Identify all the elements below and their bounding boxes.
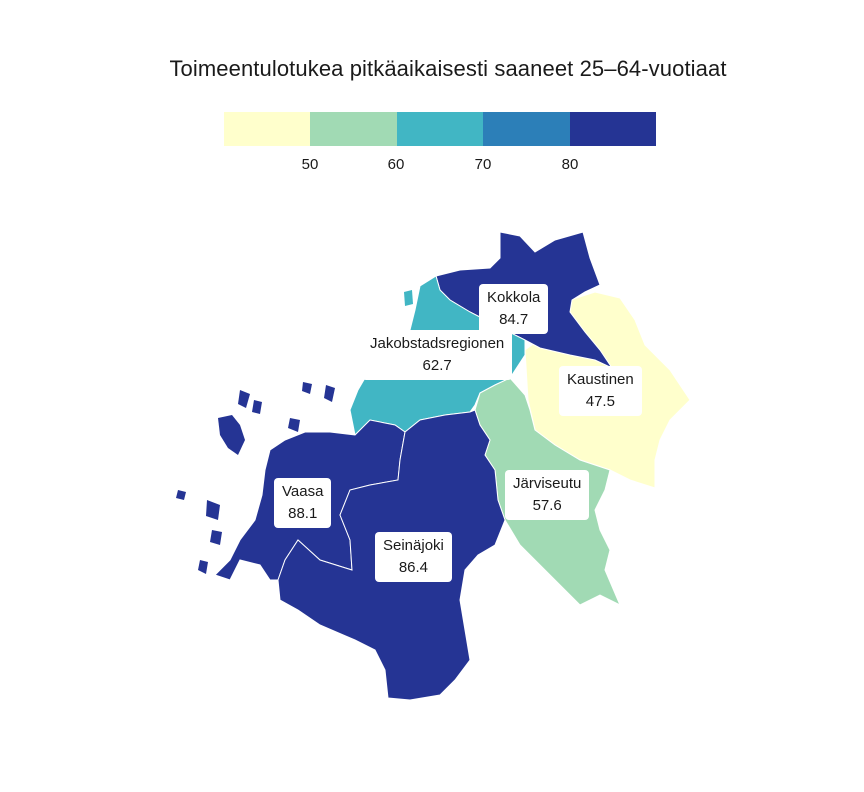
region-value: 84.7	[499, 311, 529, 328]
island-shape	[324, 385, 335, 402]
label-vaasa: Vaasa 88.1	[274, 478, 332, 528]
island-shape	[210, 530, 222, 545]
legend-swatch-5	[569, 112, 657, 146]
region-name: Kokkola	[487, 289, 541, 306]
island-shape	[206, 500, 220, 520]
legend-swatch-2	[310, 112, 397, 146]
legend-swatch-4	[483, 112, 570, 146]
legend-tick-80: 80	[561, 156, 579, 173]
region-value: 47.5	[585, 393, 615, 410]
island-shape	[198, 560, 208, 574]
island-shape	[238, 390, 250, 408]
region-value: 62.7	[422, 357, 452, 374]
legend-swatch-1	[224, 112, 311, 146]
label-kokkola: Kokkola 84.7	[479, 284, 549, 334]
label-seinajoki: Seinäjoki 86.4	[375, 532, 452, 582]
region-name: Jakobstadsregionen	[370, 335, 505, 352]
map-title: Toimeentulotukea pitkäaikaisesti saaneet…	[169, 56, 727, 81]
color-legend	[224, 112, 657, 146]
region-name: Seinäjoki	[383, 537, 444, 554]
legend-swatch-3	[396, 112, 484, 146]
legend-tick-50: 50	[301, 156, 319, 173]
label-jarviseutu: Järviseutu 57.6	[505, 470, 590, 520]
region-value: 88.1	[288, 505, 318, 522]
island-shape	[288, 418, 300, 432]
region-value: 57.6	[532, 497, 562, 514]
label-jakobstadsregionen: Jakobstadsregionen 62.7	[362, 330, 513, 380]
island-shape	[218, 415, 245, 455]
island-shape	[176, 490, 186, 500]
island-shape	[252, 400, 262, 414]
region-name: Kaustinen	[567, 371, 634, 388]
region-name: Järviseutu	[513, 475, 582, 492]
legend-tick-70: 70	[474, 156, 492, 173]
legend-tick-60: 60	[387, 156, 405, 173]
island-shape	[302, 382, 312, 394]
region-value: 86.4	[398, 559, 429, 576]
label-kaustinen: Kaustinen 47.5	[559, 366, 642, 416]
island-shape	[404, 290, 413, 306]
region-name: Vaasa	[282, 483, 324, 500]
